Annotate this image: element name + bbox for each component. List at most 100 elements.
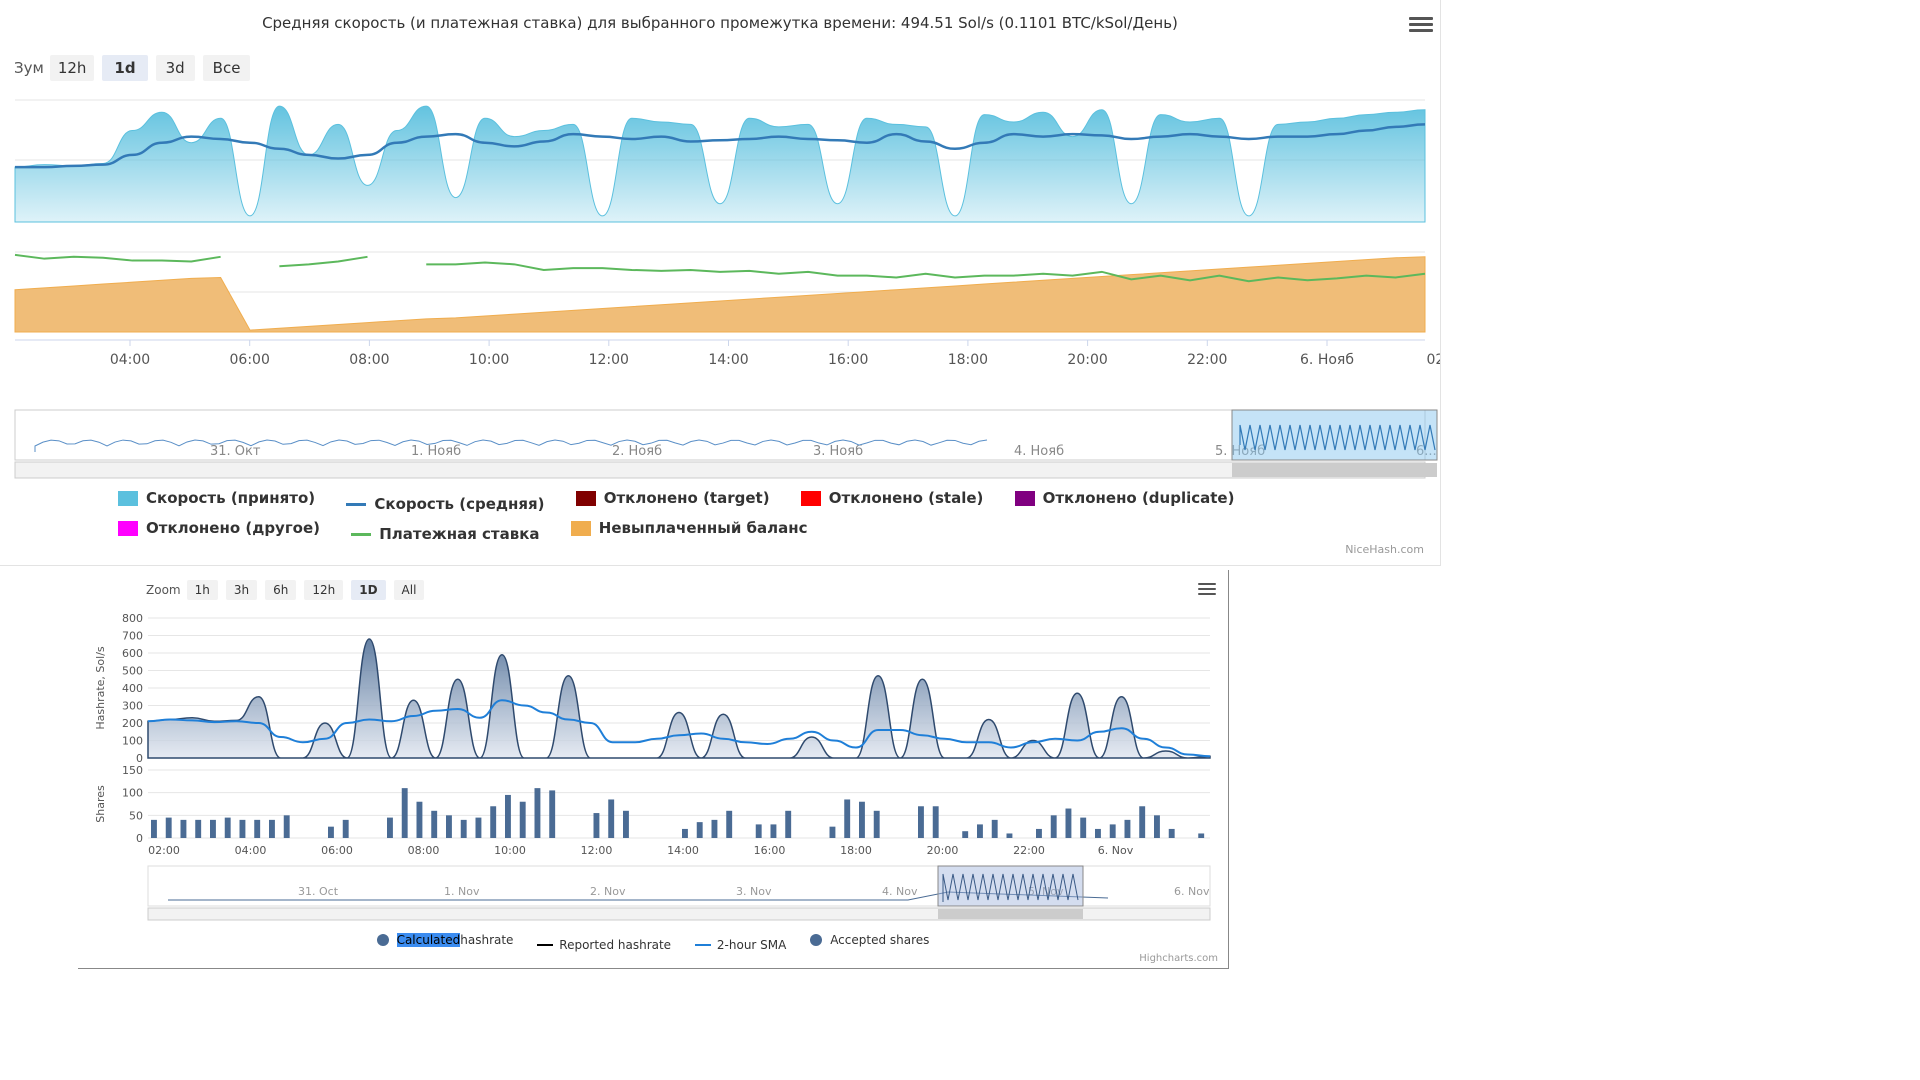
legend-label: Отклонено (target) <box>603 489 770 507</box>
share-bar <box>1109 824 1116 838</box>
share-bar <box>829 826 836 838</box>
zoom-all-button[interactable]: Все <box>202 55 251 81</box>
x-tick-label: 04:00 <box>110 352 150 368</box>
navigator[interactable]: 31. Oct 1. Nov 2. Nov 3. Nov 4. Nov 5. Nov 6. … <box>147 865 1211 921</box>
navigator-window-series <box>1239 424 1436 451</box>
legend-item-accepted-shares[interactable]: Accepted shares <box>810 933 929 947</box>
navigator-series <box>34 439 988 452</box>
y-tick-label: 150 <box>122 764 143 777</box>
share-bar <box>387 817 393 838</box>
y-tick-label: 100 <box>122 787 143 800</box>
shares-dot-icon <box>810 934 823 946</box>
x-tick-label: 12:00 <box>581 844 613 857</box>
x-tick-label: 02:00 <box>148 844 180 857</box>
legend-item-rejected-stale[interactable]: Отклонено (stale) <box>800 489 983 507</box>
payrate-line <box>279 255 368 268</box>
legend-item-payrate[interactable]: Платежная ставка <box>351 525 540 543</box>
share-bar <box>991 819 998 838</box>
zoom-1h-button[interactable]: 1h <box>186 580 218 600</box>
share-bar <box>726 810 733 838</box>
share-bar <box>1198 833 1205 838</box>
share-bar <box>431 810 438 838</box>
share-bar <box>534 788 541 838</box>
share-bar <box>283 815 290 838</box>
y-tick-label: 600 <box>122 647 143 660</box>
x-tick-label: 22:00 <box>1187 352 1227 368</box>
legend-item-accepted[interactable]: Скорость (принято) <box>118 489 315 507</box>
x-tick-label: 22:00 <box>1013 844 1045 857</box>
legend-item-rejected-duplicate[interactable]: Отклонено (duplicate) <box>1014 489 1234 507</box>
credit-link[interactable]: Highcharts.com <box>1139 953 1218 964</box>
share-bar <box>239 819 246 838</box>
legend-label: hashrate <box>460 933 514 947</box>
share-bar <box>608 799 615 838</box>
y-tick-label: 700 <box>122 630 143 643</box>
credit-link[interactable]: NiceHash.com <box>1345 543 1424 556</box>
x-tick-label: 08:00 <box>408 844 440 857</box>
legend-item-rejected-target[interactable]: Отклонено (target) <box>575 489 770 507</box>
y-tick-label: 0 <box>136 752 143 765</box>
share-bar <box>1036 828 1042 838</box>
x-tick-label: 02:00 <box>1427 352 1440 368</box>
zoom-1d-button[interactable]: 1d <box>102 55 148 81</box>
chart-title: Средняя скорость (и платежная ставка) дл… <box>262 14 1178 32</box>
share-bar <box>1139 806 1146 838</box>
y-tick-label: 400 <box>122 682 143 695</box>
zoom-selector: Зум 12h 1d 3d Все <box>14 55 258 81</box>
navigator-frame <box>14 409 1426 461</box>
legend-item-average[interactable]: Скорость (средняя) <box>346 495 544 513</box>
legend-item-unpaid-balance[interactable]: Невыплаченный баланс <box>570 519 808 537</box>
y-tick-label: 300 <box>122 700 143 713</box>
x-tick-label: 16:00 <box>828 352 868 368</box>
chart-menu-icon[interactable] <box>1409 14 1433 34</box>
zoom-3d-button[interactable]: 3d <box>155 55 195 81</box>
navigator-label: 6. Nov <box>1174 885 1210 898</box>
payrate-line-icon <box>351 532 372 536</box>
legend-item-rejected-other[interactable]: Отклонено (другое) <box>118 519 320 537</box>
legend-label: Accepted shares <box>830 933 930 947</box>
share-bar <box>1124 819 1131 838</box>
legend-label: Скорость (принято) <box>146 489 316 507</box>
hashrate-chart-panel: Zoom 1h 3h 6h 12h 1D All 800 700 600 500 400… <box>78 570 1229 969</box>
zoom-6h-button[interactable]: 6h <box>265 580 297 600</box>
x-tick-label: 14:00 <box>708 352 748 368</box>
share-bar <box>918 806 924 838</box>
x-tick-label: 08:00 <box>349 352 389 368</box>
legend-item-reported-hashrate[interactable]: Reported hashrate <box>537 938 671 952</box>
nicehash-chart-svg: 04:00 06:00 08:00 10:00 12:00 14:00 16:00 18:00… <box>14 99 1440 479</box>
zoom-all-button[interactable]: All <box>393 580 425 600</box>
share-bar <box>1050 815 1057 838</box>
zoom-12h-button[interactable]: 12h <box>49 55 95 81</box>
share-bar <box>401 788 408 838</box>
zoom-1d-button[interactable]: 1D <box>351 580 386 600</box>
legend: Скорость (принято) Скорость (средняя) От… <box>118 489 1398 549</box>
x-tick-label: 12:00 <box>589 352 629 368</box>
chart-menu-icon[interactable] <box>1198 580 1216 596</box>
legend-item-2h-sma[interactable]: 2-hour SMA <box>694 938 786 952</box>
x-tick-label: 16:00 <box>754 844 786 857</box>
y-tick-label: 800 <box>122 612 143 625</box>
share-bar <box>770 824 777 838</box>
y-axis-title: Shares <box>94 785 107 823</box>
zoom-3h-button[interactable]: 3h <box>225 580 258 600</box>
average-line-icon <box>346 502 367 506</box>
plot-series <box>147 638 1211 838</box>
x-tick-label: 20:00 <box>927 844 959 857</box>
x-tick-label: 10:00 <box>494 844 526 857</box>
plot-series <box>14 105 1426 333</box>
payrate-line <box>14 253 221 263</box>
legend-item-calculated-hashrate[interactable]: Calculated hashrate <box>376 933 514 947</box>
navigator-label: 3. Нояб <box>813 444 863 459</box>
share-bar <box>269 819 275 838</box>
zoom-12h-button[interactable]: 12h <box>304 580 344 600</box>
x-tick-label: 6. Нояб <box>1300 352 1354 368</box>
calculated-hashrate-area <box>147 638 1211 759</box>
payrate-line <box>426 261 1426 283</box>
average-speed-line <box>15 123 1426 169</box>
unpaid-balance-area <box>14 256 1426 333</box>
share-bar <box>342 819 349 838</box>
duplicate-swatch-icon <box>1014 490 1035 506</box>
x-tick-label: 14:00 <box>667 844 699 857</box>
